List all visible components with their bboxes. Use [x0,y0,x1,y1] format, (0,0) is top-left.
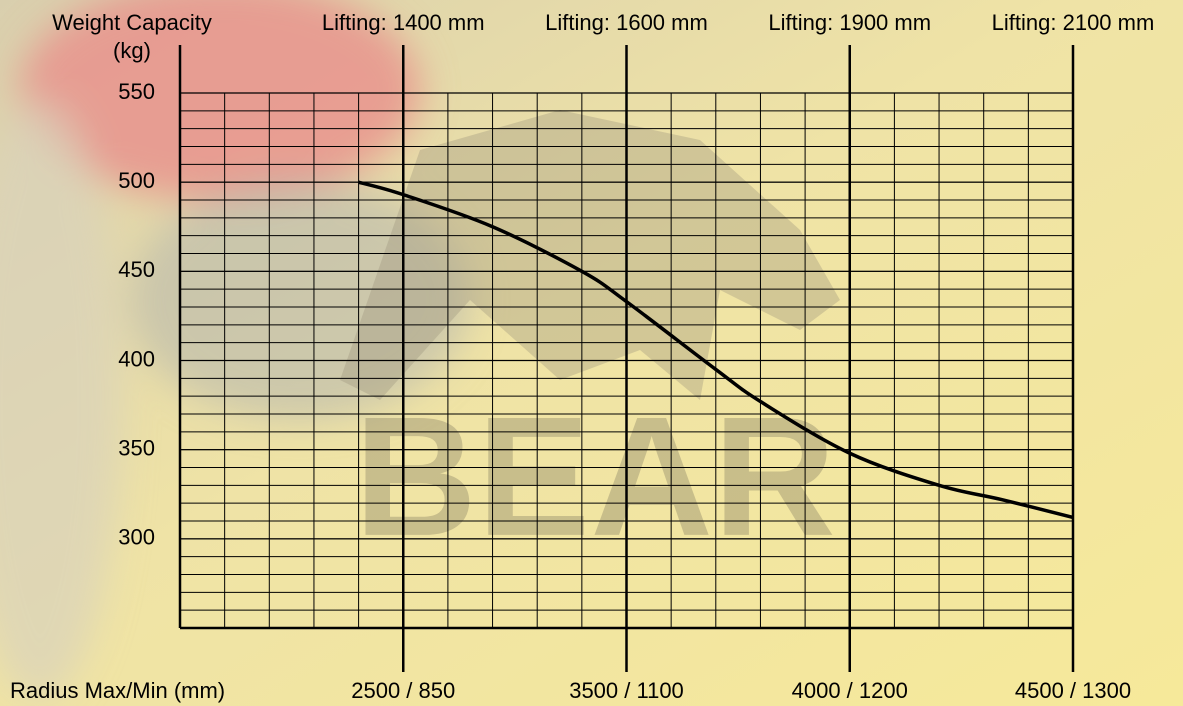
y-tick-label: 450 [118,257,155,282]
y-tick-label: 300 [118,525,155,550]
top-tick-label: Lifting: 1400 mm [322,10,485,35]
x-tick-label: 3500 / 1100 [569,678,684,703]
y-axis-title: Weight Capacity [52,10,212,35]
y-tick-label: 500 [118,168,155,193]
plot-area: 300 350 400 450 500 550 2500 / 850 3500 / 1100 4… [118,10,1154,703]
top-tick-label: Lifting: 1900 mm [768,10,931,35]
y-axis-title: (kg) [113,38,151,63]
x-axis-title: Radius Max/Min (mm) [10,678,225,703]
y-tick-label: 550 [118,79,155,104]
x-tick-label: 4500 / 1300 [1015,678,1131,703]
watermark: BEAR [354,382,836,572]
top-tick-label: Lifting: 2100 mm [992,10,1155,35]
y-tick-label: 400 [118,346,155,371]
capacity-curve [358,180,1074,520]
top-tick-label: Lifting: 1600 mm [545,10,708,35]
x-tick-label: 2500 / 850 [351,678,455,703]
y-tick-label: 350 [118,435,155,460]
x-tick-label: 4000 / 1200 [792,678,908,703]
